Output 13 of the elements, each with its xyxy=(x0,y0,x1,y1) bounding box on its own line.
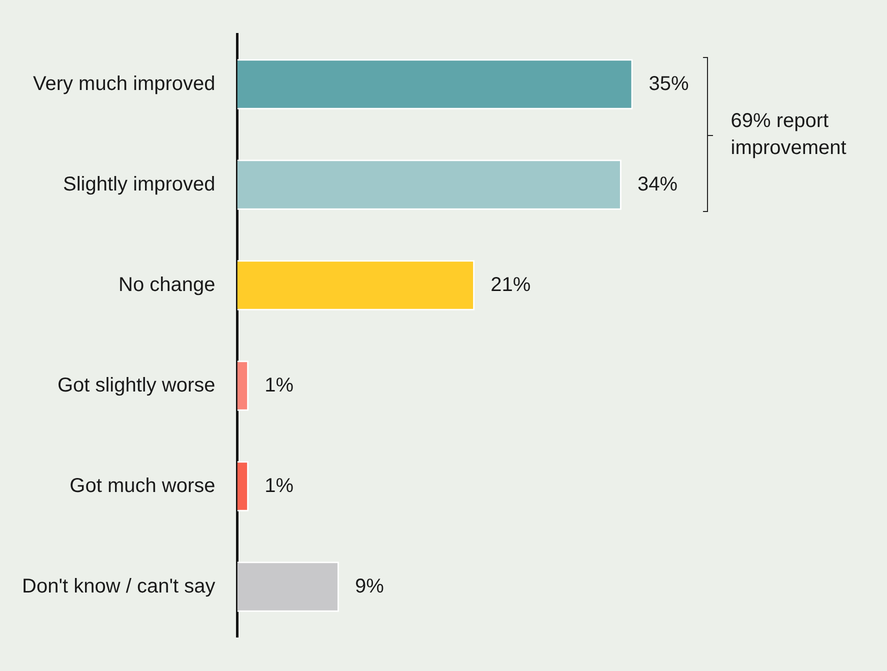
y-tick-label: Got much worse xyxy=(70,474,216,497)
y-tick-label: No change xyxy=(118,274,216,296)
data-label: 35% xyxy=(648,72,690,95)
data-label: 9% xyxy=(354,575,384,598)
data-label: 21% xyxy=(490,274,531,296)
y-tick-label: Slightly improved xyxy=(62,173,216,196)
y-tick-label: Got slightly worse xyxy=(57,374,216,396)
y-tick-label: Don't know / can't say xyxy=(22,575,216,598)
data-label: 34% xyxy=(637,173,678,196)
annotation: 69% report improvement xyxy=(730,108,848,160)
y-tick-label: Very much improved xyxy=(32,72,216,95)
data-label: 1% xyxy=(264,474,294,497)
data-label: 1% xyxy=(264,374,294,396)
